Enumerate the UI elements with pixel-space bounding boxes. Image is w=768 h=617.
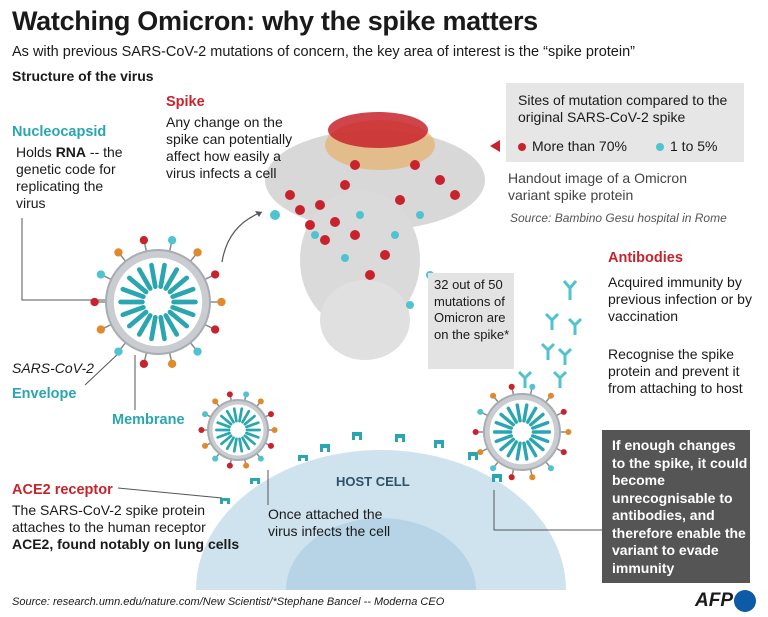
legend-title: Sites of mutation compared to the origin… [518,92,728,125]
antibody-icons [517,280,583,388]
section-label: Structure of the virus [12,68,154,84]
legend-item-high: More than 70% [518,138,627,154]
mutation-legend: Sites of mutation compared to the origin… [506,83,744,162]
afp-logo-icon [734,590,756,612]
spike-protein-image [265,112,485,360]
membrane-label: Membrane [112,412,185,428]
spike-text: Any change on the spike can potentially … [166,114,293,181]
virus-blocked [472,383,572,481]
virus-label: SARS-CoV-2 [12,360,94,376]
ace2-leader [117,487,223,499]
darkbox-leader [493,490,602,531]
teal-dot-icon [656,143,664,152]
page-subtitle: As with previous SARS-CoV-2 mutations of… [12,44,635,60]
callout-text: 32 out of 50 mutations of Omicron are on… [434,277,510,342]
host-cell-label: HOST CELL [336,474,410,489]
envelope-leader [84,351,121,386]
nucleocapsid-leader [21,218,118,301]
mutations-callout: 32 out of 50 mutations of Omicron are on… [428,273,514,369]
virus-large [90,235,226,369]
evasion-box: If enough changes to the spike, it could… [602,430,750,583]
afp-logo: AFP [695,590,733,611]
antibodies-text-2: Recognise the spike protein and prevent … [608,346,743,396]
ace2-heading: ACE2 receptor [12,482,113,498]
virus-attaching [198,391,278,469]
image-caption: Handout image of a Omicron variant spike… [508,170,687,203]
legend-pointer [490,140,500,152]
image-source: Source: Bambino Gesu hospital in Rome [510,211,727,225]
spike-pointer-arrow [221,211,263,263]
attached-text: Once attached the virus infects the cell [268,506,391,539]
envelope-label: Envelope [12,386,77,402]
nucleocapsid-text: Holds RNA -- the genetic code for replic… [16,144,123,211]
ace2-receptors [220,432,502,504]
ace2-text: The SARS-CoV-2 spike protein attaches to… [12,502,240,552]
virus-illustrations [90,235,572,481]
nucleocapsid-heading: Nucleocapsid [12,124,107,140]
spike-heading: Spike [166,94,205,110]
spike-pointer-head [255,211,262,217]
legend-item-low: 1 to 5% [656,138,717,154]
antibodies-heading: Antibodies [608,250,683,266]
host-cell-nucleus [286,518,476,590]
evasion-text: If enough changes to the spike, it could… [612,437,748,576]
antibodies-text-1: Acquired immunity by previous infection … [608,274,752,324]
page-title: Watching Omicron: why the spike matters [12,6,538,36]
red-dot-icon [518,143,526,152]
source-note: Source: research.umn.edu/nature.com/New … [12,596,445,608]
